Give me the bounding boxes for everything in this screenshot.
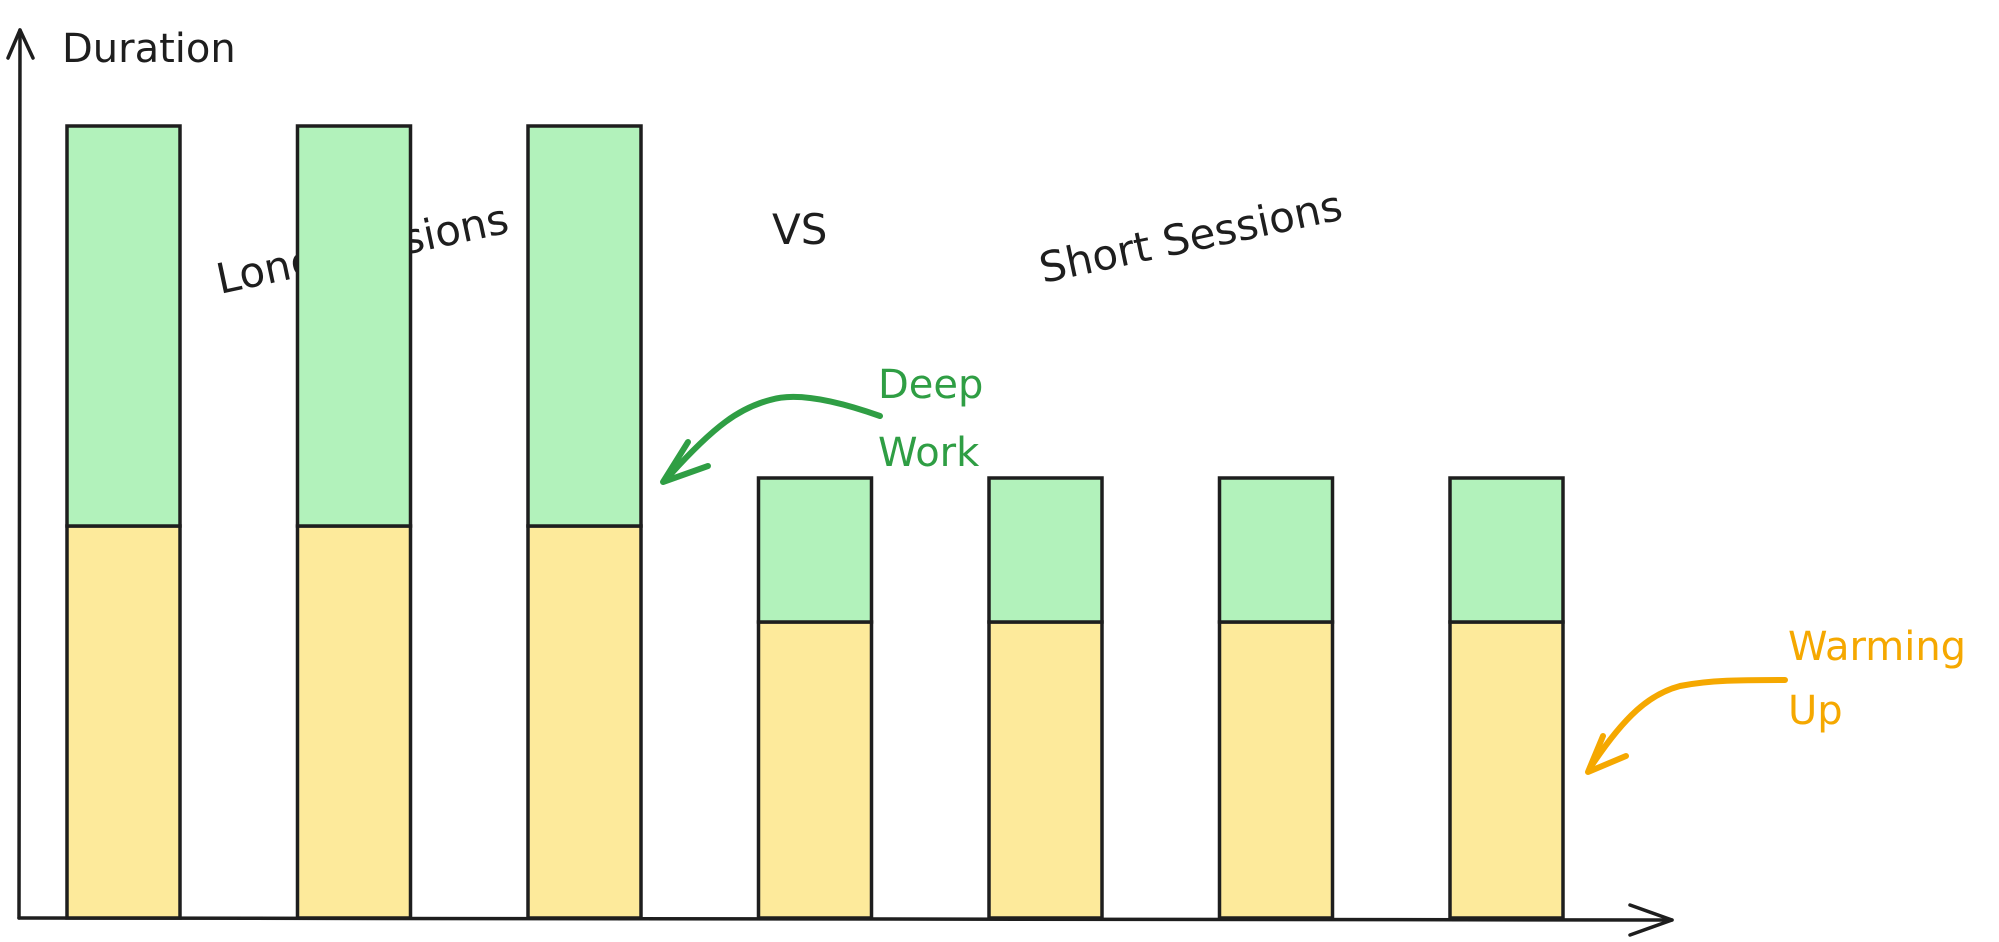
bar-5-deep-work: [987, 476, 1104, 624]
group-label-short-sessions: Short Sessions: [1035, 181, 1347, 293]
deep-work-arrow: [667, 393, 883, 478]
bar-6-deep-work: [1217, 476, 1335, 624]
bar-7-deep-work: [1448, 476, 1565, 624]
warming-up-label-line2: Up: [1788, 688, 1843, 734]
y-axis: [17, 28, 22, 920]
bar-2-deep-work: [295, 124, 413, 528]
bar-4-warming-up: [756, 620, 874, 920]
bar-3-warming-up: [526, 524, 643, 920]
bar-7-warming-up: [1448, 620, 1565, 920]
bar-4-deep-work: [756, 476, 874, 624]
warming-up-arrowhead: [1585, 733, 1629, 775]
annotation-deep-work: Deep Work: [660, 362, 983, 485]
group-label-vs: VS: [772, 205, 827, 254]
deep-work-arrowhead: [660, 439, 711, 485]
y-axis-label: Duration: [62, 26, 236, 72]
warming-up-label-line1: Warming: [1788, 624, 1966, 670]
bar-1-deep-work: [65, 124, 182, 528]
deep-work-label-line2: Work: [878, 430, 980, 476]
bar-3-deep-work: [526, 124, 643, 528]
deep-work-label-line1: Deep: [878, 362, 983, 408]
bar-1-warming-up: [65, 524, 182, 920]
warming-up-arrow: [1587, 677, 1788, 771]
annotation-warming-up: Warming Up: [1585, 624, 1966, 775]
x-axis-arrowhead: [1628, 903, 1674, 937]
bar-2-warming-up: [295, 524, 413, 920]
y-axis-arrowhead: [6, 28, 35, 60]
bar-5-warming-up: [987, 620, 1104, 920]
bars: [65, 124, 1565, 920]
bar-6-warming-up: [1217, 620, 1335, 920]
